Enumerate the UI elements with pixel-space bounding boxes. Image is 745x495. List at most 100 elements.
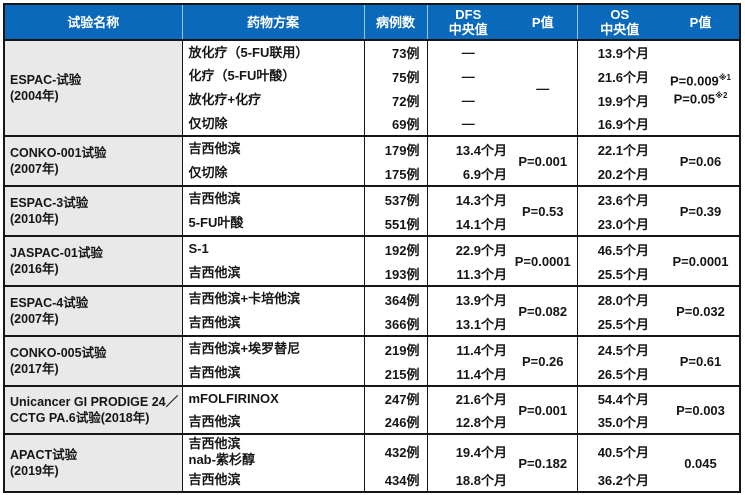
trial-name-cell: APACT试验 (2019年) [4, 433, 183, 492]
regimen-cell: 吉西他滨 [182, 135, 365, 161]
dfs-median-cell: — [427, 39, 509, 64]
column-header-os-median: OS 中央值 [576, 4, 662, 41]
regimen-line2: nab-紫杉醇 [188, 451, 255, 467]
dfs-median-cell: 19.4个月 [427, 433, 509, 468]
column-header-dfs-median: DFS 中央值 [426, 4, 509, 41]
os-p-value2: P=0.05 [673, 91, 716, 107]
regimen-cell: 吉西他滨 [182, 185, 365, 211]
os-median-cell: 23.0个月 [577, 211, 662, 236]
trial-name-line1: CONKO-001试验 [10, 146, 107, 160]
cases-cell: 175例 [364, 161, 428, 186]
os-p-line1: P=0.009※1 [662, 70, 739, 88]
os-median-cell: 25.5个月 [577, 311, 662, 336]
trial-name-cell: ESPAC-试验 (2004年) [4, 39, 183, 136]
dfs-median-cell: 12.8个月 [427, 410, 509, 434]
cases-cell: 192例 [364, 235, 428, 261]
os-median-cell: 19.9个月 [577, 88, 662, 112]
trial-name-cell: CONKO-001试验 (2007年) [4, 135, 183, 186]
regimen-cell: S-1 [182, 235, 365, 261]
cases-cell: 179例 [364, 135, 428, 161]
table-row: 吉西他滨 193例 11.3个月 25.5个月 [4, 261, 740, 286]
regimen-cell: 放化疗（5-FU联用） [182, 39, 365, 64]
regimen-cell: 仅切除 [182, 161, 365, 186]
os-p-cell: P=0.0001 [662, 235, 740, 286]
os-p-cell: P=0.032 [662, 285, 740, 336]
dfs-median-cell: 11.4个月 [427, 335, 509, 361]
trial-name-line2: (2016年) [10, 262, 59, 276]
trial-name-cell: Unicancer GI PRODIGE 24／ CCTG PA.6试验(201… [4, 385, 183, 434]
dfs-median-cell: 22.9个月 [427, 235, 509, 261]
os-p-cell: 0.045 [662, 433, 740, 492]
os-p-cell: P=0.009※1 P=0.05※2 [662, 39, 740, 136]
table-row: ESPAC-4试验 (2007年) 吉西他滨+卡培他滨 364例 13.9个月 … [4, 285, 740, 336]
header-row: 试验名称 药物方案 病例数 DFS 中央值 P值 OS 中央值 P值 [4, 4, 740, 41]
regimen-cell: 放化疗+化疗 [182, 88, 365, 112]
dfs-p-cell: P=0.082 [509, 285, 578, 336]
os-median-cell: 24.5个月 [577, 335, 662, 361]
regimen-cell: 化疗（5-FU叶酸） [182, 64, 365, 88]
regimen-cell: 吉西他滨 nab-紫杉醇 [182, 433, 365, 468]
trial-name-cell: JASPAC-01试验 (2016年) [4, 235, 183, 286]
cases-cell: 434例 [364, 468, 428, 492]
trial-name-line2: (2010年) [10, 212, 59, 226]
os-median-cell: 26.5个月 [577, 361, 662, 386]
cases-cell: 72例 [364, 88, 428, 112]
os-median-cell: 21.6个月 [577, 64, 662, 88]
os-median-cell: 25.5个月 [577, 261, 662, 286]
os-p-footnote1: ※1 [718, 72, 732, 82]
trial-name-line2: CCTG PA.6试验(2018年) [10, 411, 150, 425]
dfs-p-cell: P=0.26 [509, 335, 578, 386]
table-row: 5-FU叶酸 551例 14.1个月 23.0个月 [4, 211, 740, 236]
table-row: CONKO-001试验 (2007年) 吉西他滨 179例 13.4个月 P=0… [4, 135, 740, 186]
cases-cell: 537例 [364, 185, 428, 211]
dfs-p-cell: P=0.53 [509, 185, 578, 236]
cases-cell: 193例 [364, 261, 428, 286]
os-median-cell: 36.2个月 [577, 468, 662, 492]
trial-name-cell: ESPAC-4试验 (2007年) [4, 285, 183, 336]
regimen-cell: 吉西他滨 [182, 361, 365, 386]
trial-name-line1: JASPAC-01试验 [10, 246, 103, 260]
os-median-cell: 35.0个月 [577, 410, 662, 434]
dfs-median-cell: — [427, 64, 509, 88]
table-row: APACT试验 (2019年) 吉西他滨 nab-紫杉醇 432例 19.4个月… [4, 433, 740, 492]
dfs-p-cell: P=0.001 [509, 135, 578, 186]
regimen-cell: 仅切除 [182, 112, 365, 136]
table-row: 放化疗+化疗 72例 — 19.9个月 [4, 88, 740, 112]
table-row: JASPAC-01试验 (2016年) S-1 192例 22.9个月 P=0.… [4, 235, 740, 286]
dfs-median-cell: 18.8个月 [427, 468, 509, 492]
column-header-cases: 病例数 [363, 4, 427, 41]
dfs-p-cell: — [509, 39, 578, 136]
table-row: 化疗（5-FU叶酸） 75例 — 21.6个月 [4, 64, 740, 88]
cases-cell: 215例 [364, 361, 428, 386]
table-row: 吉西他滨 215例 11.4个月 26.5个月 [4, 361, 740, 386]
trial-name-line2: (2007年) [10, 162, 59, 176]
dfs-median-cell: 11.3个月 [427, 261, 509, 286]
clinical-trials-table: 试验名称 药物方案 病例数 DFS 中央值 P值 OS 中央值 P值 ESPAC… [3, 3, 741, 493]
os-header-line1: OS [610, 7, 630, 22]
os-median-cell: 22.1个月 [577, 135, 662, 161]
os-header-line2: 中央值 [600, 22, 640, 37]
trial-name-line2: (2017年) [10, 362, 59, 376]
dfs-header-line2: 中央值 [448, 22, 488, 37]
os-median-cell: 40.5个月 [577, 433, 662, 468]
dfs-p-cell: P=0.182 [509, 433, 578, 492]
cases-cell: 73例 [364, 39, 428, 64]
dfs-median-cell: 14.3个月 [427, 185, 509, 211]
regimen-cell: mFOLFIRINOX [182, 385, 365, 410]
cases-cell: 247例 [364, 385, 428, 410]
cases-cell: 69例 [364, 112, 428, 136]
trial-name-line1: APACT试验 [10, 448, 78, 462]
dfs-median-cell: 13.4个月 [427, 135, 509, 161]
os-median-cell: 23.6个月 [577, 185, 662, 211]
regimen-line1: 吉西他滨 [188, 435, 241, 451]
dfs-median-cell: 13.1个月 [427, 311, 509, 336]
column-header-regimen: 药物方案 [181, 4, 364, 41]
dfs-median-cell: 14.1个月 [427, 211, 509, 236]
cases-cell: 75例 [364, 64, 428, 88]
regimen-cell: 吉西他滨 [182, 311, 365, 336]
trial-name-line1: ESPAC-4试验 [10, 296, 89, 310]
table-row: 仅切除 175例 6.9个月 20.2个月 [4, 161, 740, 186]
trial-name-line2: (2007年) [10, 312, 59, 326]
regimen-cell: 吉西他滨+埃罗替尼 [182, 335, 365, 361]
cases-cell: 366例 [364, 311, 428, 336]
